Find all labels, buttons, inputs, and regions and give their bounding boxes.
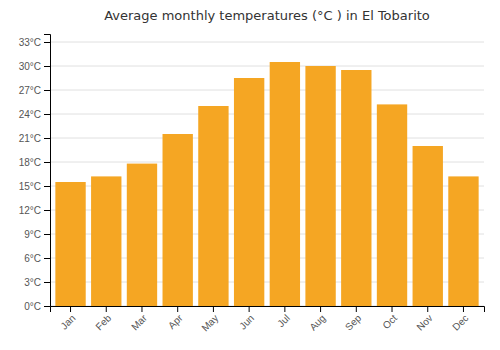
tick: Mar <box>129 306 149 332</box>
grid-line <box>50 90 484 91</box>
tick-mark <box>392 306 393 312</box>
tick-mark <box>177 306 178 312</box>
tick: Nov <box>414 306 434 333</box>
tick: Jan <box>58 306 77 332</box>
bar <box>198 106 228 306</box>
tick-label: Nov <box>414 312 434 332</box>
tick-mark <box>44 282 50 283</box>
tick: 33°C <box>19 37 50 48</box>
tick-label: 30°C <box>19 61 41 72</box>
grid-line <box>50 138 484 139</box>
tick: Oct <box>380 306 399 331</box>
title: Average monthly temperatures (°C ) in El… <box>104 8 430 23</box>
bar <box>270 62 300 306</box>
tick-label: 9°C <box>24 229 41 240</box>
tick-mark <box>44 234 50 235</box>
tick-mark <box>44 42 50 43</box>
tick: Jun <box>237 306 256 332</box>
tick-mark <box>44 114 50 115</box>
tick: Jul <box>275 306 292 329</box>
tick-label: 3°C <box>24 277 41 288</box>
tick-mark <box>141 306 142 312</box>
tick-mark <box>44 138 50 139</box>
tick-label: 6°C <box>24 253 41 264</box>
tick-label: 33°C <box>19 37 41 48</box>
tick: 0°C <box>24 301 50 312</box>
grid-line <box>50 42 484 43</box>
tick-label: May <box>199 312 220 333</box>
tick-mark <box>463 306 464 312</box>
tick-mark <box>44 210 50 211</box>
tick: 18°C <box>19 157 50 168</box>
chart: 0°C 3°C 6°C 9°C 12°C 15°C 18°C 21°C 24°C 27°C 30°C… <box>0 0 500 350</box>
tick: 6°C <box>24 253 50 264</box>
tick-mark <box>356 306 357 312</box>
tick-mark <box>106 306 107 312</box>
grid-line <box>50 66 484 67</box>
tick-label: Mar <box>129 312 149 332</box>
bars <box>55 62 478 306</box>
tick: Aug <box>307 306 327 333</box>
grid <box>50 42 484 306</box>
axis-line <box>44 35 51 307</box>
tick: 24°C <box>19 109 50 120</box>
tick: May <box>199 306 220 334</box>
plot: 0°C 3°C 6°C 9°C 12°C 15°C 18°C 21°C 24°C 27°C 30°C… <box>19 35 485 334</box>
tick-label: Oct <box>380 312 399 331</box>
bar <box>55 182 85 306</box>
tick-label: Feb <box>93 312 113 332</box>
tick: Sep <box>343 306 364 333</box>
tick-mark <box>44 186 50 187</box>
tick: Feb <box>93 306 113 332</box>
tick: 15°C <box>19 181 50 192</box>
tick-label: Aug <box>307 312 327 332</box>
tick: 30°C <box>19 61 50 72</box>
tick-label: 24°C <box>19 109 41 120</box>
tick-label: 15°C <box>19 181 41 192</box>
tick-mark <box>44 90 50 91</box>
tick: Apr <box>166 306 185 331</box>
tick-label: Sep <box>343 312 364 333</box>
bar <box>413 146 443 306</box>
grid-line <box>50 114 484 115</box>
bar <box>91 176 121 306</box>
bar <box>127 164 157 306</box>
tick: 21°C <box>19 133 50 144</box>
tick-label: Jun <box>237 312 256 331</box>
bar <box>234 78 264 306</box>
tick-label: Jul <box>275 312 292 329</box>
tick: 12°C <box>19 205 50 216</box>
bar <box>163 134 193 306</box>
tick-mark <box>44 162 50 163</box>
tick-mark <box>70 306 71 312</box>
tick-mark <box>44 306 50 307</box>
tick-label: 21°C <box>19 133 41 144</box>
tick-mark <box>427 306 428 312</box>
tick: Dec <box>450 306 470 333</box>
bar <box>305 66 335 306</box>
tick-label: Apr <box>166 312 185 331</box>
tick-mark <box>44 258 50 259</box>
y-axis: 0°C 3°C 6°C 9°C 12°C 15°C 18°C 21°C 24°C 27°C 30°C… <box>19 35 51 312</box>
tick-mark <box>249 306 250 312</box>
tick-label: 18°C <box>19 157 41 168</box>
tick-mark <box>213 306 214 312</box>
tick-mark <box>284 306 285 312</box>
tick: 9°C <box>24 229 50 240</box>
axis-line <box>51 307 485 313</box>
tick-label: 12°C <box>19 205 41 216</box>
tick: 27°C <box>19 85 50 96</box>
tick-label: 27°C <box>19 85 41 96</box>
tick-label: Jan <box>58 312 77 331</box>
bar <box>341 70 371 306</box>
bar <box>377 104 407 306</box>
tick-mark <box>320 306 321 312</box>
bar <box>448 176 478 306</box>
tick-label: Dec <box>450 312 470 332</box>
tick-label: 0°C <box>24 301 41 312</box>
x-axis: Jan Feb Mar Apr May Jun Jul Aug Sep Oct Nov Dec <box>51 306 485 334</box>
tick-mark <box>44 66 50 67</box>
tick: 3°C <box>24 277 50 288</box>
